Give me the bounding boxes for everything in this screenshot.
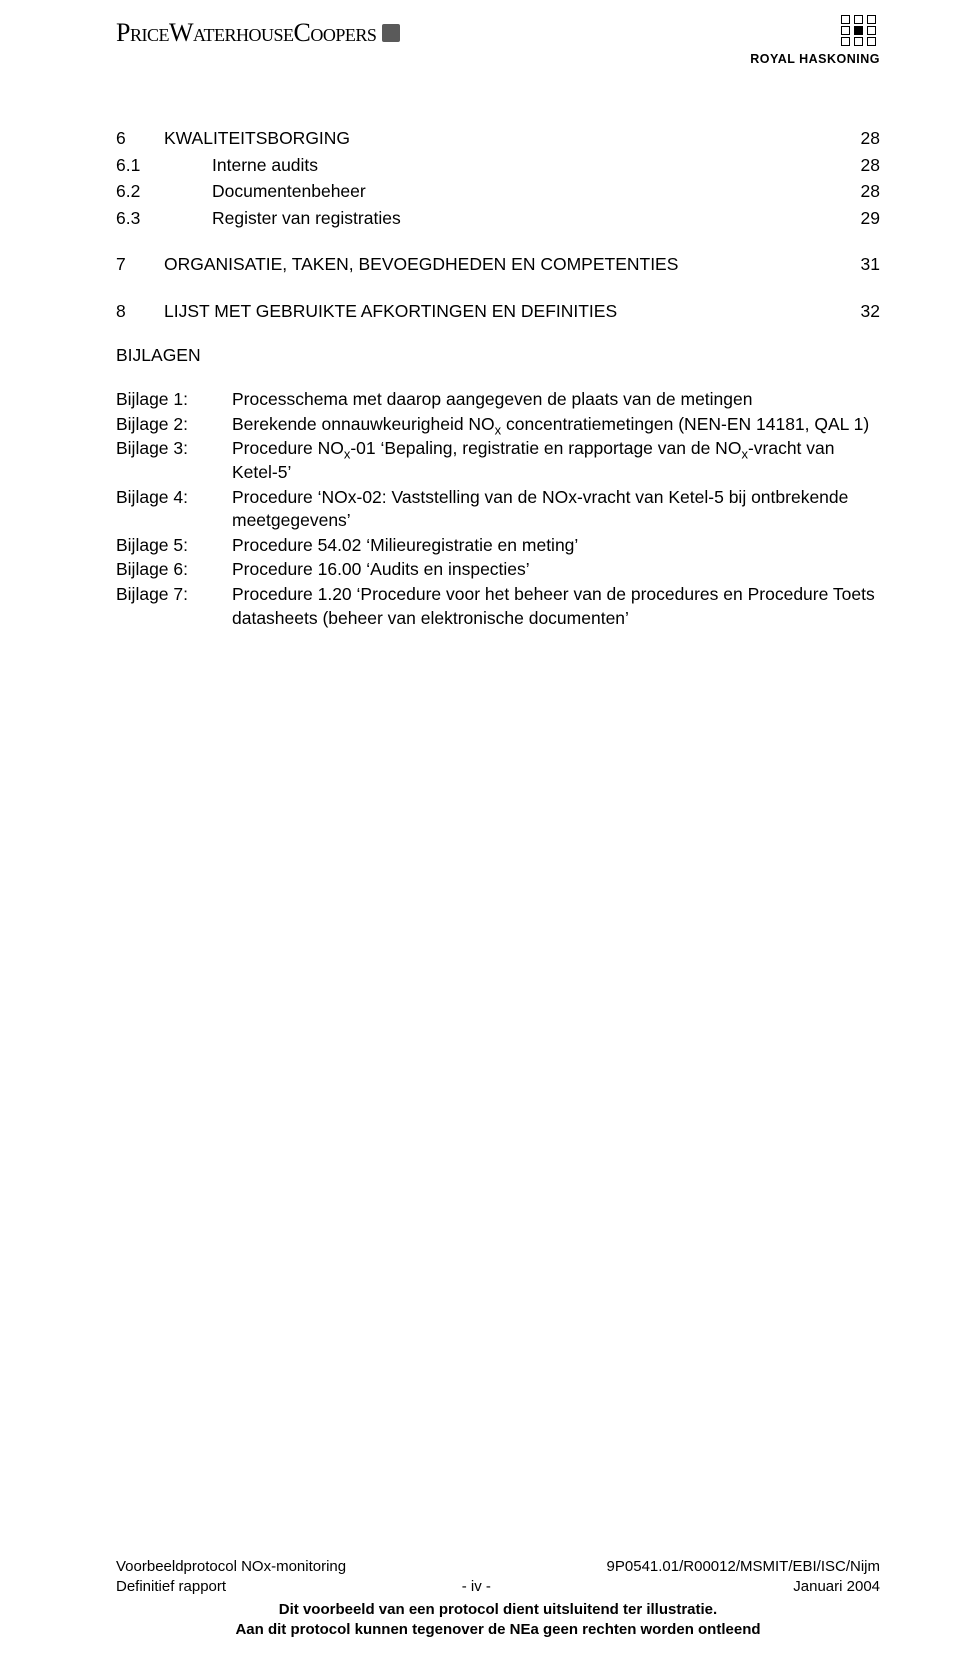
footer-disclaimer: Dit voorbeeld van een protocol dient uit… (116, 1600, 880, 1641)
bijlagen-list: Bijlage 1:Processchema met daarop aangeg… (116, 388, 880, 630)
toc-number: 6.3 (116, 206, 164, 231)
bijlage-label: Bijlage 7: (116, 583, 232, 630)
toc-page: 28 (840, 126, 880, 151)
page-header: PriceWaterhouseCoopers ROYAL HASKONING (116, 18, 880, 66)
toc-label: Register van registraties (212, 206, 840, 231)
bijlage-label: Bijlage 2: (116, 413, 232, 437)
footer-doc-title: Voorbeeldprotocol NOx-monitoring (116, 1557, 346, 1577)
toc-row: 6.3 Register van registraties29 (116, 206, 880, 231)
footer-right: 9P0541.01/R00012/MSMIT/EBI/ISC/Nijm Janu… (607, 1557, 880, 1598)
bijlage-row: Bijlage 3:Procedure NOx-01 ‘Bepaling, re… (116, 437, 880, 484)
toc-section: 6KWALITEITSBORGING286.1Interne audits286… (116, 126, 880, 230)
toc-row: 6.1 Interne audits28 (116, 153, 880, 178)
toc-label: Interne audits (212, 153, 840, 178)
page-footer: Voorbeeldprotocol NOx-monitoring Definit… (116, 1557, 880, 1640)
toc-label: LIJST MET GEBRUIKTE AFKORTINGEN EN DEFIN… (164, 299, 840, 324)
table-of-contents: 6KWALITEITSBORGING286.1Interne audits286… (116, 126, 880, 323)
bijlage-text: Procedure 54.02 ‘Milieuregistratie en me… (232, 534, 880, 558)
toc-page: 28 (840, 153, 880, 178)
document-page: PriceWaterhouseCoopers ROYAL HASKONING 6… (0, 0, 960, 1680)
toc-row: 6KWALITEITSBORGING28 (116, 126, 880, 151)
pwc-logo-mark-icon (382, 24, 400, 42)
toc-number: 6.2 (116, 179, 164, 204)
bijlage-text: Berekende onnauwkeurigheid NOx concentra… (232, 413, 880, 437)
footer-date: Januari 2004 (607, 1577, 880, 1597)
toc-number: 6 (116, 126, 164, 151)
footer-center: - iv - (462, 1557, 491, 1598)
toc-page: 28 (840, 179, 880, 204)
toc-number: 6.1 (116, 153, 164, 178)
bijlage-text: Processchema met daarop aangegeven de pl… (232, 388, 880, 412)
toc-label: Documentenbeheer (212, 179, 840, 204)
footer-left: Voorbeeldprotocol NOx-monitoring Definit… (116, 1557, 346, 1598)
toc-page: 29 (840, 206, 880, 231)
bijlage-row: Bijlage 1:Processchema met daarop aangeg… (116, 388, 880, 412)
bijlage-label: Bijlage 5: (116, 534, 232, 558)
pwc-logo: PriceWaterhouseCoopers (116, 18, 400, 48)
bijlage-row: Bijlage 6:Procedure 16.00 ‘Audits en ins… (116, 558, 880, 582)
rh-logo-text: ROYAL HASKONING (750, 52, 880, 66)
footer-page-number: - iv - (462, 1577, 491, 1597)
bijlage-label: Bijlage 6: (116, 558, 232, 582)
bijlage-row: Bijlage 2:Berekende onnauwkeurigheid NOx… (116, 413, 880, 437)
toc-page: 32 (840, 299, 880, 324)
bijlagen-heading: BIJLAGEN (116, 345, 880, 366)
bijlage-label: Bijlage 3: (116, 437, 232, 484)
footer-doc-status: Definitief rapport (116, 1577, 346, 1597)
bijlage-row: Bijlage 5:Procedure 54.02 ‘Milieuregistr… (116, 534, 880, 558)
rh-grid-icon (839, 14, 878, 47)
bijlage-row: Bijlage 4:Procedure ‘NOx-02: Vaststellin… (116, 486, 880, 533)
toc-number: 7 (116, 252, 164, 277)
footer-disclaimer-line1: Dit voorbeeld van een protocol dient uit… (116, 1600, 880, 1620)
bijlage-text: Procedure ‘NOx-02: Vaststelling van de N… (232, 486, 880, 533)
footer-disclaimer-line2: Aan dit protocol kunnen tegenover de NEa… (116, 1620, 880, 1640)
toc-page: 31 (840, 252, 880, 277)
bijlage-text: Procedure NOx-01 ‘Bepaling, registratie … (232, 437, 880, 484)
toc-number: 8 (116, 299, 164, 324)
toc-row: 6.2 Documentenbeheer28 (116, 179, 880, 204)
bijlage-text: Procedure 16.00 ‘Audits en inspecties’ (232, 558, 880, 582)
bijlage-label: Bijlage 1: (116, 388, 232, 412)
toc-row: 8LIJST MET GEBRUIKTE AFKORTINGEN EN DEFI… (116, 299, 880, 324)
toc-label: ORGANISATIE, TAKEN, BEVOEGDHEDEN EN COMP… (164, 252, 840, 277)
bijlage-label: Bijlage 4: (116, 486, 232, 533)
toc-row: 7ORGANISATIE, TAKEN, BEVOEGDHEDEN EN COM… (116, 252, 880, 277)
footer-doc-ref: 9P0541.01/R00012/MSMIT/EBI/ISC/Nijm (607, 1557, 880, 1577)
toc-label: KWALITEITSBORGING (164, 126, 840, 151)
toc-section: 8LIJST MET GEBRUIKTE AFKORTINGEN EN DEFI… (116, 299, 880, 324)
toc-section: 7ORGANISATIE, TAKEN, BEVOEGDHEDEN EN COM… (116, 252, 880, 277)
bijlage-row: Bijlage 7:Procedure 1.20 ‘Procedure voor… (116, 583, 880, 630)
royal-haskoning-logo: ROYAL HASKONING (750, 14, 880, 66)
bijlage-text: Procedure 1.20 ‘Procedure voor het behee… (232, 583, 880, 630)
